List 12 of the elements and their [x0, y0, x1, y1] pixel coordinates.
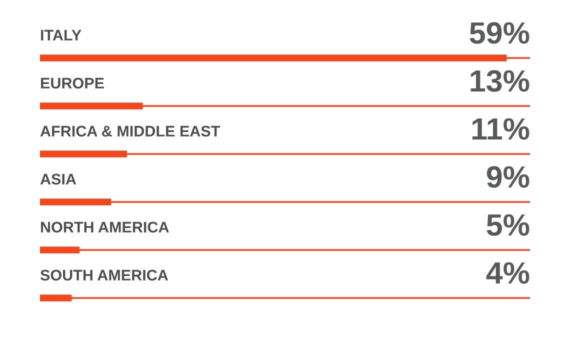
- data-label: 5%: [486, 214, 530, 236]
- y-tick-label: NORTH AMERICA: [41, 222, 169, 233]
- data-label: 59%: [470, 22, 530, 44]
- data-label: 11%: [472, 118, 530, 140]
- y-tick-label: ASIA: [40, 174, 76, 185]
- data-label: 13%: [470, 70, 530, 92]
- y-tick-label: EUROPE: [41, 78, 104, 89]
- data-label: 4%: [486, 262, 530, 284]
- y-tick-label: SOUTH AMERICA: [40, 270, 168, 281]
- y-tick-label: AFRICA & MIDDLE EAST: [40, 126, 220, 137]
- y-tick-label: ITALY: [41, 30, 82, 40]
- data-label: 9%: [486, 166, 530, 188]
